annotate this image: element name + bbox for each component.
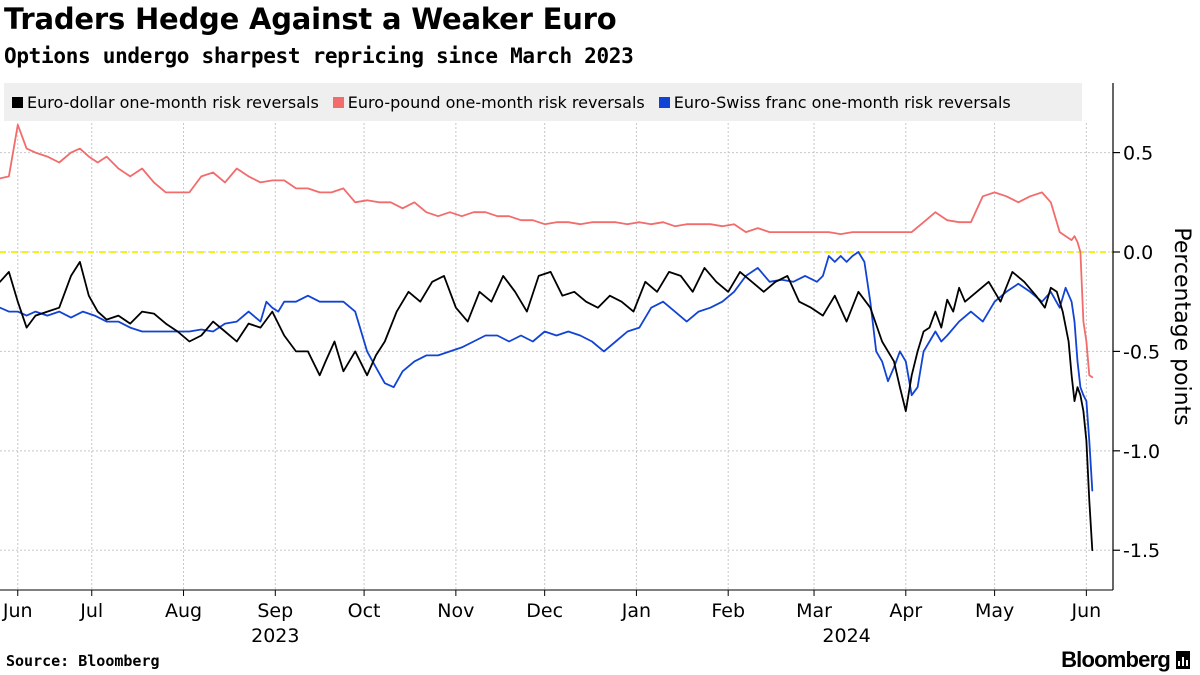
legend-label-euro-pound: Euro-pound one-month risk reversals [347, 92, 645, 112]
legend-label-euro-swiss: Euro-Swiss franc one-month risk reversal… [673, 92, 1011, 112]
bloomberg-chart-icon [1176, 651, 1190, 669]
chart-subtitle: Options undergo sharpest repricing since… [4, 44, 634, 68]
legend-swatch-euro-pound [332, 96, 344, 108]
series-line-euro-dollar [0, 260, 1094, 552]
y-tick-label: -1.5 [1123, 540, 1160, 562]
y-axis-title: Percentage points [1169, 227, 1194, 425]
chart-legend: Euro-dollar one-month risk reversals Eur… [4, 83, 1082, 121]
y-tick-label: 0.5 [1123, 143, 1153, 165]
x-tick-label: Jan [621, 600, 651, 622]
y-tick-label: -1.0 [1123, 441, 1160, 463]
x-tick-label: Jun [1071, 600, 1102, 622]
bloomberg-logo: Bloomberg [1061, 647, 1190, 673]
series-line-euro-pound [0, 123, 1094, 379]
x-tick-label: Jun [2, 600, 33, 622]
x-year-label: 2023 [251, 625, 299, 647]
x-tick-label: May [975, 600, 1014, 622]
legend-swatch-euro-swiss [658, 96, 670, 108]
x-tick-label: Sep [257, 600, 293, 622]
x-year-label: 2024 [822, 625, 870, 647]
chart-title: Traders Hedge Against a Weaker Euro [4, 2, 617, 36]
series-line-euro-swiss [0, 251, 1094, 492]
source-note: Source: Bloomberg [6, 652, 160, 670]
x-tick-label: Jul [79, 600, 103, 622]
x-tick-label: Apr [889, 600, 922, 622]
legend-swatch-euro-dollar [12, 96, 23, 108]
y-tick-label: 0.0 [1123, 242, 1153, 264]
x-tick-label: Dec [526, 600, 563, 622]
x-tick-label: Oct [348, 600, 381, 622]
legend-item-euro-pound: Euro-pound one-month risk reversals [332, 92, 645, 112]
x-tick-label: Aug [165, 600, 202, 622]
x-tick-label: Nov [437, 600, 474, 622]
legend-label-euro-dollar: Euro-dollar one-month risk reversals [27, 92, 319, 112]
legend-item-euro-dollar: Euro-dollar one-month risk reversals [12, 93, 319, 112]
x-tick-label: Feb [711, 600, 745, 622]
legend-item-euro-swiss: Euro-Swiss franc one-month risk reversal… [658, 92, 1011, 112]
bloomberg-wordmark: Bloomberg [1061, 647, 1171, 672]
y-tick-label: -0.5 [1123, 341, 1160, 363]
x-tick-label: Mar [796, 600, 832, 622]
